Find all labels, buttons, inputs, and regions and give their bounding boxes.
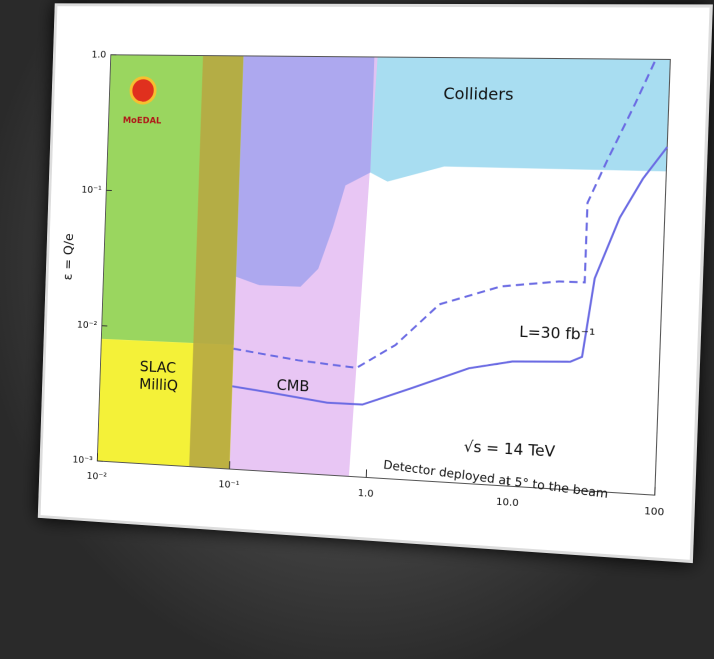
- slide: ε = Q/e 1.0 10⁻¹ 10⁻² 10⁻³ 10⁻² 10⁻¹ 1.0 10.0 10…: [38, 3, 713, 563]
- annotation: MoEDAL: [123, 116, 162, 127]
- region: [370, 57, 670, 188]
- annotation: L=30 fb⁻¹: [519, 323, 596, 344]
- y-tick-label: 10⁻¹: [81, 185, 102, 196]
- annotation-box: SLAC MilliQ: [139, 358, 206, 410]
- annotation: SLAC MilliQ: [139, 358, 192, 396]
- annotation: Detector deployed at 5° to the beam: [383, 457, 609, 501]
- logo: [131, 78, 156, 104]
- x-tick-label: 1.0: [358, 488, 374, 500]
- annotation: CMB: [276, 376, 309, 395]
- y-tick-label: 10⁻²: [77, 320, 98, 332]
- y-axis-label: ε = Q/e: [60, 233, 76, 281]
- x-tick-label: 10.0: [496, 496, 519, 509]
- page: ε = Q/e 1.0 10⁻¹ 10⁻² 10⁻³ 10⁻² 10⁻¹ 1.0 10.0 10…: [0, 0, 714, 659]
- x-tick-label: 10⁻²: [86, 471, 107, 483]
- annotation: √s = 14 TeV: [464, 438, 556, 461]
- chart: ε = Q/e 1.0 10⁻¹ 10⁻² 10⁻³ 10⁻² 10⁻¹ 1.0 10.0 10…: [41, 6, 710, 560]
- x-tick-label: 10⁻¹: [218, 479, 239, 491]
- y-tick-label: 10⁻³: [72, 454, 93, 466]
- annotation: Colliders: [443, 84, 514, 104]
- x-tick-label: 100: [644, 506, 665, 519]
- y-tick-label: 1.0: [91, 50, 106, 61]
